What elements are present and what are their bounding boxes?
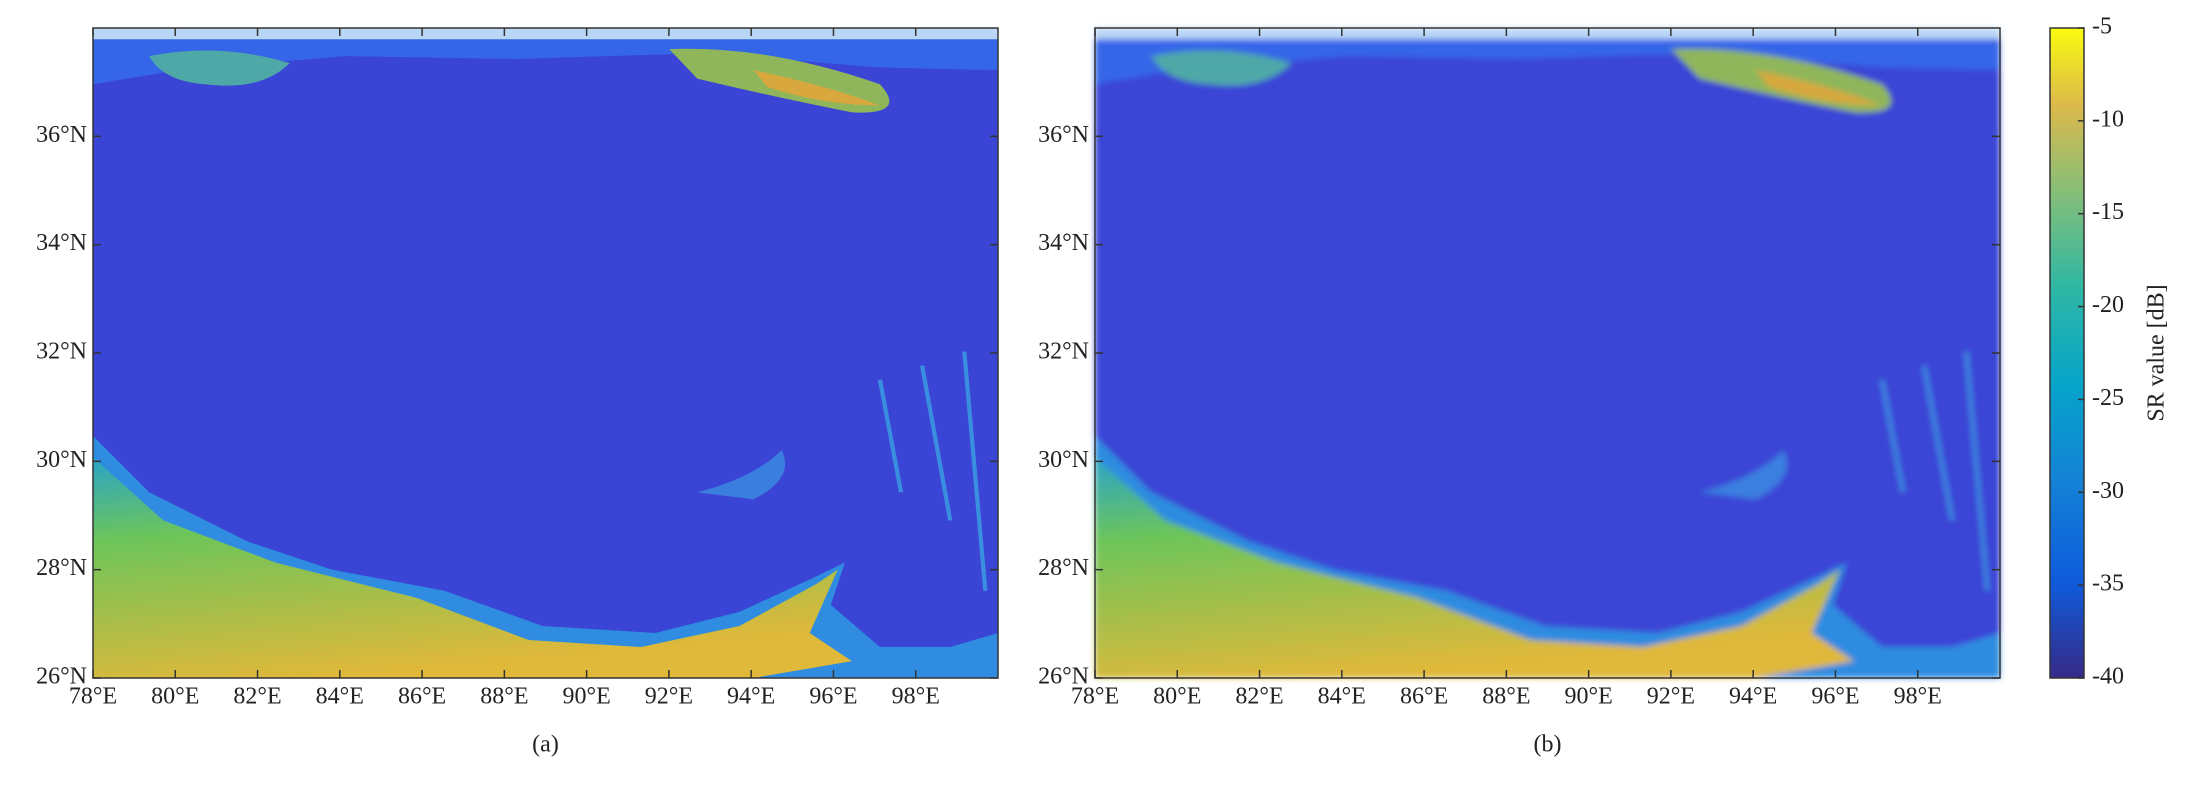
x-tick-label: 86°E (398, 684, 446, 710)
x-tick-label: 98°E (1894, 684, 1942, 710)
y-tick-label: 30°N (36, 447, 87, 473)
x-tick-label: 84°E (316, 684, 364, 710)
x-tick-label: 80°E (151, 684, 199, 710)
x-tick-label: 94°E (727, 684, 775, 710)
y-tick-label: 34°N (36, 230, 87, 256)
y-tick-label: 34°N (1038, 230, 1089, 256)
y-tick-label: 36°N (1038, 122, 1089, 148)
y-tick-label: 32°N (1038, 339, 1089, 365)
y-tick-label: 28°N (1038, 555, 1089, 581)
x-tick-label: 98°E (892, 684, 940, 710)
colorbar-tick-label: -40 (2092, 664, 2124, 690)
map-image (93, 28, 998, 678)
x-tick-label: 90°E (563, 684, 611, 710)
x-tick-label: 92°E (1647, 684, 1695, 710)
colorbar-tick-label: -5 (2092, 14, 2112, 40)
x-tick-label: 92°E (645, 684, 693, 710)
colorbar-tick-label: -15 (2092, 199, 2124, 225)
panel-caption: (a) (532, 732, 559, 758)
x-tick-label: 82°E (1235, 684, 1283, 710)
x-tick-label: 94°E (1729, 684, 1777, 710)
panel-caption: (b) (1534, 732, 1562, 758)
colorbar-label: SR value [dB] (2144, 284, 2170, 421)
y-tick-label: 26°N (1038, 664, 1089, 690)
y-tick-label: 36°N (36, 122, 87, 148)
x-tick-label: 82°E (233, 684, 281, 710)
x-tick-label: 80°E (1153, 684, 1201, 710)
x-tick-label: 90°E (1565, 684, 1613, 710)
x-tick-label: 96°E (1811, 684, 1859, 710)
colorbar-tick-label: -20 (2092, 292, 2124, 318)
colorbar (2049, 27, 2085, 679)
colorbar-tick-label: -35 (2092, 571, 2124, 597)
x-tick-label: 86°E (1400, 684, 1448, 710)
x-tick-label: 96°E (809, 684, 857, 710)
y-tick-label: 32°N (36, 339, 87, 365)
x-tick-label: 78°E (1071, 684, 1119, 710)
x-tick-label: 88°E (480, 684, 528, 710)
y-tick-label: 30°N (1038, 447, 1089, 473)
colorbar-tick-label: -25 (2092, 385, 2124, 411)
y-tick-label: 26°N (36, 664, 87, 690)
y-tick-label: 28°N (36, 555, 87, 581)
x-tick-label: 88°E (1482, 684, 1530, 710)
colorbar-tick-label: -10 (2092, 106, 2124, 132)
x-tick-label: 84°E (1318, 684, 1366, 710)
colorbar-tick-label: -30 (2092, 478, 2124, 504)
x-tick-label: 78°E (69, 684, 117, 710)
map-image (1095, 28, 2000, 678)
